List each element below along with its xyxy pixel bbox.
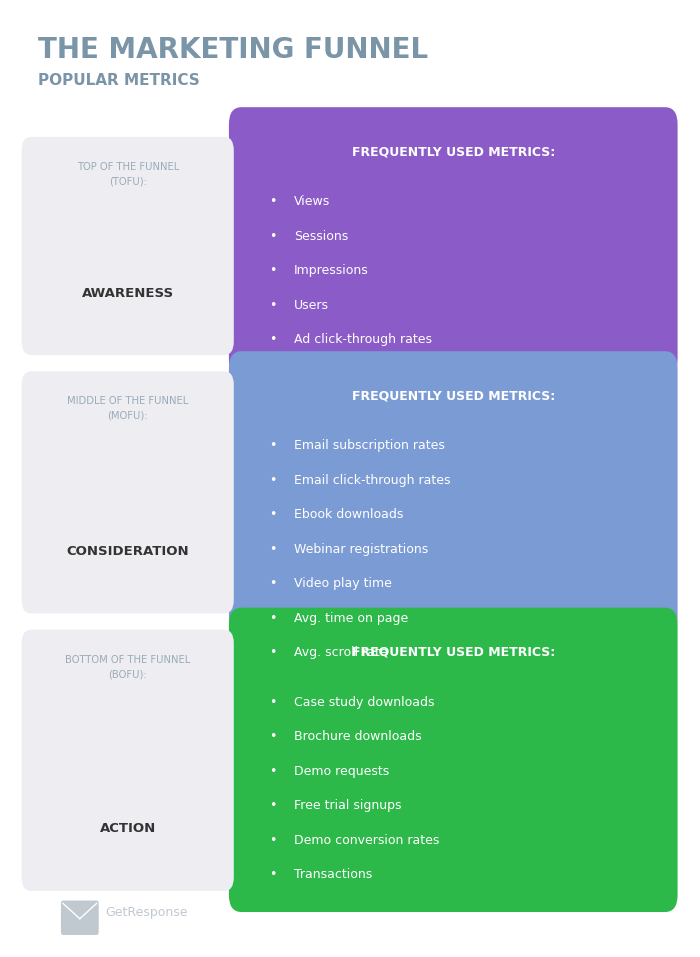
Text: FREQUENTLY USED METRICS:: FREQUENTLY USED METRICS: xyxy=(351,389,555,403)
FancyBboxPatch shape xyxy=(229,351,678,634)
Text: FREQUENTLY USED METRICS:: FREQUENTLY USED METRICS: xyxy=(351,646,555,659)
Text: Demo requests: Demo requests xyxy=(294,765,389,778)
Text: AWARENESS: AWARENESS xyxy=(82,286,174,300)
Text: Views: Views xyxy=(294,195,330,209)
Text: Sessions: Sessions xyxy=(294,230,349,243)
Text: FREQUENTLY USED METRICS:: FREQUENTLY USED METRICS: xyxy=(351,145,555,159)
Text: Email subscription rates: Email subscription rates xyxy=(294,439,445,453)
Text: •: • xyxy=(270,868,276,881)
Text: •: • xyxy=(270,299,276,312)
Text: CONSIDERATION: CONSIDERATION xyxy=(66,545,189,558)
Text: •: • xyxy=(270,799,276,812)
FancyBboxPatch shape xyxy=(229,107,678,376)
Text: •: • xyxy=(270,730,276,744)
Text: Avg. scroll rate: Avg. scroll rate xyxy=(294,646,388,659)
Text: Ebook downloads: Ebook downloads xyxy=(294,508,403,522)
Text: TOP OF THE FUNNEL
(TOFU):: TOP OF THE FUNNEL (TOFU): xyxy=(76,162,179,187)
Text: •: • xyxy=(270,696,276,709)
Text: Video play time: Video play time xyxy=(294,577,392,590)
Text: ACTION: ACTION xyxy=(99,822,156,835)
Text: •: • xyxy=(270,333,276,346)
FancyBboxPatch shape xyxy=(22,371,234,613)
Text: •: • xyxy=(270,195,276,209)
Text: Impressions: Impressions xyxy=(294,264,369,278)
Text: Ad click-through rates: Ad click-through rates xyxy=(294,333,432,346)
Text: Case study downloads: Case study downloads xyxy=(294,696,435,709)
Text: •: • xyxy=(270,834,276,847)
Text: •: • xyxy=(270,439,276,453)
Text: Email click-through rates: Email click-through rates xyxy=(294,474,451,487)
Text: Free trial signups: Free trial signups xyxy=(294,799,402,812)
Text: BOTTOM OF THE FUNNEL
(BOFU):: BOTTOM OF THE FUNNEL (BOFU): xyxy=(65,655,190,679)
FancyBboxPatch shape xyxy=(61,901,99,935)
FancyBboxPatch shape xyxy=(229,608,678,912)
Text: Webinar registrations: Webinar registrations xyxy=(294,543,428,556)
Text: •: • xyxy=(270,577,276,590)
Text: GetResponse: GetResponse xyxy=(105,905,188,919)
Text: Transactions: Transactions xyxy=(294,868,372,881)
Text: Avg. time on page: Avg. time on page xyxy=(294,612,408,625)
Text: •: • xyxy=(270,646,276,659)
Text: •: • xyxy=(270,264,276,278)
Text: •: • xyxy=(270,474,276,487)
Text: Demo conversion rates: Demo conversion rates xyxy=(294,834,440,847)
Text: Brochure downloads: Brochure downloads xyxy=(294,730,421,744)
Text: •: • xyxy=(270,765,276,778)
FancyBboxPatch shape xyxy=(22,137,234,355)
Text: •: • xyxy=(270,508,276,522)
Text: POPULAR METRICS: POPULAR METRICS xyxy=(38,73,200,88)
Text: •: • xyxy=(270,230,276,243)
Text: THE MARKETING FUNNEL: THE MARKETING FUNNEL xyxy=(38,36,428,64)
Text: Users: Users xyxy=(294,299,329,312)
Text: MIDDLE OF THE FUNNEL
(MOFU):: MIDDLE OF THE FUNNEL (MOFU): xyxy=(67,396,188,421)
FancyBboxPatch shape xyxy=(22,630,234,891)
Text: •: • xyxy=(270,612,276,625)
Text: •: • xyxy=(270,543,276,556)
